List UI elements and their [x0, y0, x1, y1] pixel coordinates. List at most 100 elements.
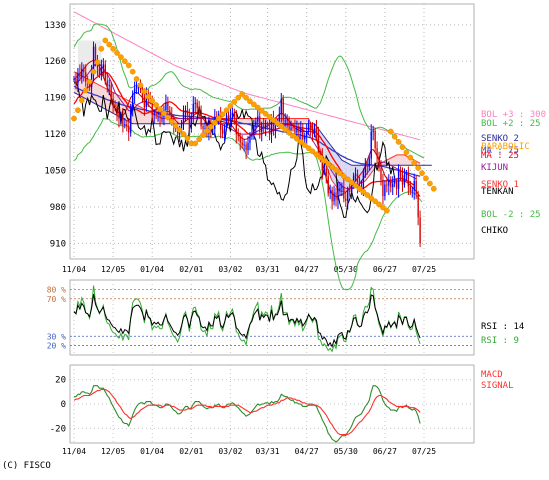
legend-ma25: MA : 25 [481, 151, 519, 161]
candle-body [333, 192, 335, 202]
candle-body [292, 127, 294, 129]
sar-dot [372, 198, 378, 205]
candle-body [212, 128, 214, 130]
candle-body [106, 80, 108, 86]
sar-dot [290, 132, 296, 139]
macd-x-tick-label: 03/02 [218, 447, 242, 456]
candle-body [77, 72, 79, 84]
candle-body [356, 174, 359, 186]
rsi-level-label: 80 % [47, 285, 66, 294]
sar-dot [301, 142, 308, 148]
candle-body [251, 134, 253, 137]
sar-dot [399, 144, 406, 150]
candle-body [286, 119, 288, 121]
candle-body [317, 133, 320, 155]
candle-body [403, 174, 406, 185]
rsi-9-line [73, 285, 421, 353]
rsi-grid [73, 280, 425, 355]
cloud-segment [95, 83, 98, 105]
candle-body [143, 96, 146, 108]
sar-dot [98, 45, 105, 52]
price-y-tick-label: 980 [50, 203, 66, 213]
candle-body [253, 125, 255, 135]
sar-dot [94, 59, 101, 66]
price-y-axis: 1330 1260 1190 1120 1050 980 910 [44, 21, 66, 250]
sar-dot [149, 97, 156, 104]
candle-body [321, 155, 324, 171]
candle-body [309, 124, 312, 129]
candle-body [405, 174, 408, 176]
macd-x-tick-label: 06/27 [373, 447, 397, 456]
sar-dot [180, 131, 187, 137]
candle-body [190, 116, 192, 129]
sar-dot [337, 170, 343, 176]
candle-body [415, 180, 417, 194]
cloud-segment [400, 154, 403, 166]
sar-dot [305, 145, 312, 152]
candle-body [300, 128, 302, 133]
candle-body [165, 102, 167, 111]
sar-dot [329, 164, 335, 170]
bol-lower-line [73, 117, 423, 291]
macd-series [73, 385, 421, 443]
rsi-legend: RSI : 14 RSI : 9 [481, 322, 524, 346]
price-x-tick-label: 01/04 [140, 265, 164, 274]
candle-body [223, 127, 226, 134]
candle-body [262, 125, 265, 129]
sar-dot [215, 115, 222, 122]
candle-body [239, 136, 241, 143]
price-y-tick-label: 1050 [44, 167, 66, 177]
candle-body [200, 110, 202, 127]
candle-body [347, 190, 349, 201]
sar-dot [211, 119, 218, 126]
cloud-segment [392, 155, 395, 166]
sar-dot [196, 136, 202, 143]
candle-body [272, 119, 275, 131]
sar-dot [106, 41, 113, 48]
sar-dot [294, 135, 300, 142]
cloud-segment [148, 111, 151, 124]
bol-upper-line [73, 23, 425, 159]
candle-body [397, 171, 400, 189]
candle-body [259, 116, 261, 133]
cloud-segment [146, 110, 149, 124]
sar-dot [262, 110, 269, 117]
candle-body [417, 193, 419, 218]
candle-body [204, 128, 206, 130]
candle-body [227, 115, 230, 119]
candle-body [233, 112, 236, 118]
cloud-segment [248, 118, 250, 124]
candle-body [280, 98, 282, 115]
macd-y-tick-label: 0 [61, 400, 66, 410]
macd-x-tick-label: 02/01 [179, 447, 203, 456]
macd-x-tick-label: 12/05 [101, 447, 125, 456]
rsi-9-legend: RSI : 9 [481, 336, 519, 346]
candle-body [296, 126, 298, 133]
sar-dot [172, 122, 179, 129]
candle-body [126, 124, 128, 126]
candle-body [380, 168, 382, 180]
legend-senko1: SENKO 1 [481, 180, 519, 190]
sar-dot [297, 139, 304, 145]
candle-body [349, 190, 351, 192]
candle-body [288, 119, 290, 131]
sar-dot [231, 98, 238, 105]
macd-legend: MACD [481, 370, 503, 380]
macd-x-tick-label: 03/31 [256, 447, 280, 456]
signal-legend: SIGNAL [481, 381, 514, 391]
candle-body [313, 128, 316, 133]
rsi-levels: 80 %70 % 30 %20 % [47, 285, 474, 351]
sar-dot [364, 192, 371, 198]
sar-dot [78, 97, 85, 104]
sar-dot [376, 201, 382, 208]
sar-dot [348, 179, 355, 186]
sar-dot [415, 165, 421, 171]
cloud-segment [140, 107, 143, 124]
cloud-segment [390, 157, 393, 166]
candle-body [186, 110, 189, 115]
sar-dot [309, 148, 316, 155]
candle-body [339, 188, 341, 191]
candle-body [395, 181, 398, 189]
candle-body [331, 189, 333, 202]
sar-dot [114, 50, 120, 56]
